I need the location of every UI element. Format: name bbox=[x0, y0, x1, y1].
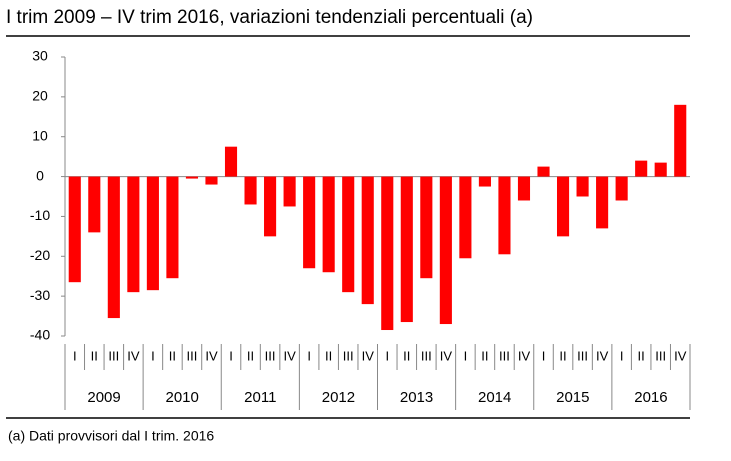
chart-title: I trim 2009 – IV trim 2016, variazioni t… bbox=[6, 7, 533, 28]
bar bbox=[224, 146, 238, 177]
x-tick-label: IV bbox=[205, 348, 218, 363]
x-group-label: 2010 bbox=[166, 389, 199, 406]
bar bbox=[420, 176, 433, 279]
y-tick-label: -10 bbox=[30, 207, 50, 223]
x-tick-label: III bbox=[655, 348, 666, 363]
x-tick-label: II bbox=[481, 348, 488, 363]
bar bbox=[107, 176, 120, 319]
x-tick-label: I bbox=[542, 348, 546, 363]
x-group-label: 2009 bbox=[87, 389, 120, 406]
bar bbox=[400, 176, 413, 323]
bar bbox=[654, 162, 667, 177]
x-tick-label: III bbox=[499, 348, 510, 363]
x-tick-label: II bbox=[91, 348, 98, 363]
x-tick-label: IV bbox=[283, 348, 296, 363]
bar bbox=[635, 160, 648, 177]
bar bbox=[88, 176, 101, 233]
bar bbox=[674, 104, 687, 177]
x-tick-label: I bbox=[307, 348, 311, 363]
bar bbox=[478, 176, 491, 187]
bar bbox=[185, 176, 199, 179]
x-tick-label: II bbox=[638, 348, 645, 363]
bar bbox=[146, 176, 159, 291]
x-tick-label: II bbox=[325, 348, 332, 363]
bar bbox=[283, 176, 296, 207]
x-tick-label: IV bbox=[440, 348, 453, 363]
x-tick-label: III bbox=[265, 348, 276, 363]
bar bbox=[68, 176, 81, 283]
x-group-label: 2013 bbox=[400, 389, 433, 406]
x-group-label: 2012 bbox=[322, 389, 355, 406]
x-group-label: 2015 bbox=[556, 389, 589, 406]
bar bbox=[537, 166, 550, 177]
y-tick-label: 20 bbox=[32, 88, 48, 104]
bar bbox=[556, 176, 570, 237]
bar bbox=[459, 176, 472, 259]
bar bbox=[166, 176, 179, 279]
x-tick-label: II bbox=[403, 348, 410, 363]
x-tick-label: II bbox=[559, 348, 566, 363]
x-tick-label: III bbox=[108, 348, 119, 363]
x-tick-label: IV bbox=[518, 348, 531, 363]
y-tick-label: -40 bbox=[30, 327, 50, 343]
x-tick-label: III bbox=[343, 348, 354, 363]
bar bbox=[498, 176, 511, 255]
x-tick-label: IV bbox=[596, 348, 609, 363]
x-tick-label: I bbox=[229, 348, 233, 363]
x-tick-label: II bbox=[247, 348, 254, 363]
footnote: (a) Dati provvisori dal I trim. 2016 bbox=[8, 428, 214, 444]
bar bbox=[244, 176, 257, 205]
bar bbox=[615, 176, 628, 201]
y-tick-label: -30 bbox=[30, 287, 50, 303]
x-tick-label: III bbox=[577, 348, 588, 363]
x-tick-label: IV bbox=[362, 348, 375, 363]
x-tick-label: IV bbox=[674, 348, 687, 363]
bar bbox=[205, 176, 218, 185]
bar bbox=[576, 176, 589, 197]
bar bbox=[517, 176, 531, 201]
x-tick-label: I bbox=[151, 348, 155, 363]
x-group-label: 2014 bbox=[478, 389, 511, 406]
x-group-label: 2011 bbox=[244, 389, 276, 406]
bar bbox=[303, 176, 316, 269]
bar bbox=[127, 176, 140, 293]
bar bbox=[361, 176, 374, 305]
bar bbox=[342, 176, 355, 293]
y-tick-label: -20 bbox=[30, 247, 50, 263]
x-tick-label: III bbox=[421, 348, 432, 363]
x-tick-label: I bbox=[620, 348, 624, 363]
x-tick-label: III bbox=[187, 348, 198, 363]
bar bbox=[439, 176, 452, 325]
y-tick-label: 0 bbox=[36, 167, 44, 183]
x-tick-label: I bbox=[73, 348, 77, 363]
x-group-label: 2016 bbox=[634, 389, 667, 406]
y-tick-label: 10 bbox=[32, 127, 48, 143]
bar bbox=[381, 176, 394, 331]
bar bbox=[596, 176, 609, 229]
x-tick-label: II bbox=[169, 348, 176, 363]
bar bbox=[322, 176, 335, 273]
x-tick-label: I bbox=[385, 348, 389, 363]
x-tick-label: I bbox=[464, 348, 468, 363]
y-tick-label: 30 bbox=[32, 48, 48, 64]
bar bbox=[264, 176, 277, 237]
x-tick-label: IV bbox=[127, 348, 140, 363]
